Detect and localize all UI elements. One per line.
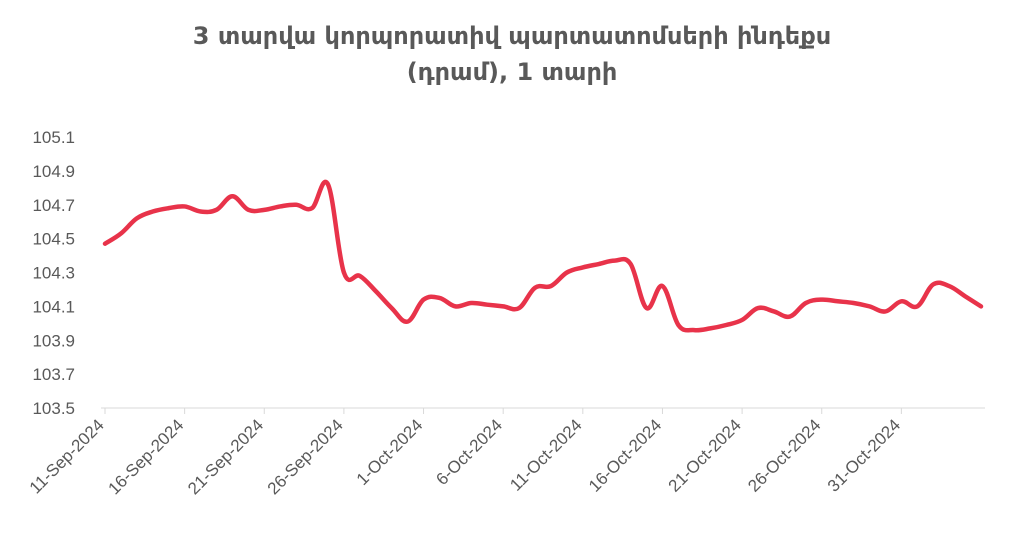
data-point	[326, 182, 330, 186]
data-point	[868, 304, 872, 308]
data-point	[119, 232, 123, 236]
y-axis-tick-labels: 105.1 104.9 104.7 104.5 104.3 104.1 103.9 103.7…	[32, 128, 75, 418]
x-axis-tick-labels: 11-Sep-202416-Sep-202421-Sep-202426-Sep-…	[26, 415, 904, 498]
data-point	[517, 306, 521, 310]
data-point	[453, 304, 457, 308]
data-point	[549, 284, 553, 288]
data-point	[485, 303, 489, 307]
data-point	[581, 265, 585, 269]
chart-title-line-2: (դրամ), 1 տարի	[406, 58, 618, 86]
data-point	[135, 216, 139, 220]
data-point	[883, 309, 887, 313]
y-tick-label: 103.5	[32, 399, 75, 418]
data-point	[947, 284, 951, 288]
y-tick-label: 103.7	[32, 365, 75, 384]
data-point	[724, 323, 728, 327]
data-point	[310, 206, 314, 210]
data-point	[692, 328, 696, 332]
data-point	[469, 301, 473, 305]
data-point	[931, 282, 935, 286]
data-point	[501, 304, 505, 308]
data-point	[358, 274, 362, 278]
data-point	[199, 210, 203, 214]
data-point	[151, 210, 155, 214]
x-tick-label: 21-Sep-2024	[184, 415, 267, 498]
x-tick-label: 1-Oct-2024	[353, 415, 427, 489]
x-tick-label: 21-Oct-2024	[665, 415, 745, 495]
y-tick-label: 103.9	[32, 331, 75, 350]
data-point	[103, 242, 107, 246]
data-point	[963, 294, 967, 298]
data-point	[167, 206, 171, 210]
y-tick-label: 104.7	[32, 196, 75, 215]
data-point	[915, 304, 919, 308]
data-point	[597, 262, 601, 266]
data-point	[820, 298, 824, 302]
x-tick-label: 16-Sep-2024	[105, 415, 188, 498]
data-point	[230, 194, 234, 198]
data-point	[246, 208, 250, 212]
data-point	[979, 304, 983, 308]
x-tick-label: 31-Oct-2024	[824, 415, 904, 495]
data-point	[756, 306, 760, 310]
data-point	[214, 208, 218, 212]
data-point	[406, 320, 410, 324]
y-tick-label: 105.1	[32, 128, 75, 147]
y-tick-label: 104.5	[32, 230, 75, 249]
data-point	[183, 204, 187, 208]
y-tick-label: 104.3	[32, 264, 75, 283]
x-tick-label: 16-Oct-2024	[585, 415, 665, 495]
x-axis-tick-marks	[104, 408, 902, 414]
data-point	[533, 286, 537, 290]
data-point	[294, 203, 298, 207]
x-tick-label: 11-Sep-2024	[26, 415, 108, 497]
data-point	[772, 309, 776, 313]
data-point	[422, 298, 426, 302]
y-tick-label: 104.9	[32, 162, 75, 181]
chart-title-line-1: 3 տարվա կորպորատիվ պարտատոմսերի ինդեքս	[192, 22, 832, 50]
x-tick-label: 6-Oct-2024	[432, 415, 506, 489]
series-line	[102, 179, 984, 333]
data-point	[613, 259, 617, 263]
series-layer	[102, 179, 984, 333]
data-point	[629, 262, 633, 266]
data-point	[804, 301, 808, 305]
x-tick-label: 26-Oct-2024	[744, 415, 824, 495]
y-tick-label: 104.1	[32, 297, 75, 316]
data-point	[342, 271, 346, 275]
x-tick-label: 11-Oct-2024	[506, 415, 585, 494]
data-point	[437, 296, 441, 300]
data-point	[676, 323, 680, 327]
data-point	[262, 208, 266, 212]
data-point	[565, 271, 569, 275]
data-point	[278, 204, 282, 208]
chart-title: 3 տարվա կորպորատիվ պարտատոմսերի ինդեքս (…	[0, 18, 1024, 90]
data-point	[390, 306, 394, 310]
data-point	[788, 315, 792, 319]
data-point	[852, 301, 856, 305]
data-point	[740, 318, 744, 322]
data-point	[836, 299, 840, 303]
data-point	[708, 326, 712, 330]
data-point	[660, 284, 664, 288]
data-point	[374, 289, 378, 293]
data-point	[645, 306, 649, 310]
data-point	[899, 299, 903, 303]
x-tick-label: 26-Sep-2024	[264, 415, 347, 498]
